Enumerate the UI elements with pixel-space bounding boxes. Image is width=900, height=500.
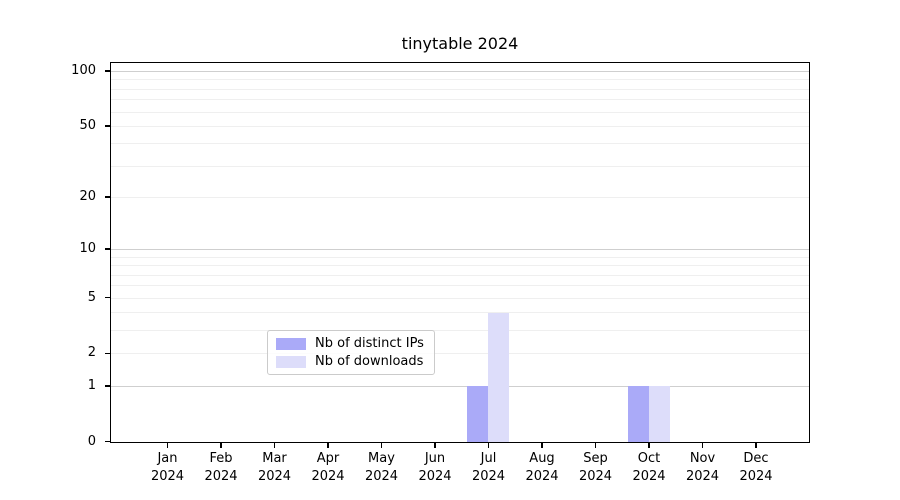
gridline-minor	[111, 297, 809, 299]
gridline-minor	[111, 265, 809, 267]
x-tick-label-oct: Oct 2024	[632, 451, 666, 484]
y-tick-label: 0	[87, 433, 96, 449]
y-tick-label: 2	[87, 345, 96, 361]
y-tick-mark	[105, 385, 110, 387]
legend-swatch-downloads	[276, 355, 306, 368]
x-tick-label-jun: Jun 2024	[418, 451, 452, 484]
y-tick-mark	[105, 248, 110, 250]
x-tick-label-sep: Sep 2024	[578, 451, 613, 484]
x-tick-mark	[541, 443, 543, 448]
gridline-minor	[111, 165, 809, 167]
x-tick-mark	[648, 443, 650, 448]
bar-downloads-jul	[488, 312, 509, 442]
x-tick-label-mar: Mar 2024	[257, 451, 292, 484]
gridline-minor	[111, 111, 809, 113]
y-tick-mark	[105, 196, 110, 198]
legend-label-distinct-ips: Nb of distinct IPs	[315, 336, 424, 351]
gridline-minor	[111, 88, 809, 90]
legend-swatch-distinct-ips	[276, 337, 306, 350]
plot-area	[110, 62, 810, 443]
x-tick-mark	[380, 443, 383, 448]
x-tick-label-dec: Dec 2024	[739, 451, 773, 484]
y-tick-mark	[105, 70, 110, 72]
x-tick-label-apr: Apr 2024	[311, 451, 345, 484]
x-tick-label-jan: Jan 2024	[150, 451, 185, 484]
y-tick-label: 5	[87, 289, 96, 305]
y-tick-label: 20	[79, 189, 96, 205]
legend: Nb of distinct IPs Nb of downloads	[267, 330, 435, 375]
y-tick-mark	[105, 296, 110, 299]
chart-title: tinytable 2024	[401, 34, 519, 53]
gridline-minor	[111, 274, 809, 276]
gridline-minor	[111, 285, 809, 287]
legend-item-downloads: Nb of downloads	[276, 354, 424, 369]
y-tick-mark	[105, 440, 110, 443]
y-tick-label: 100	[71, 63, 96, 79]
gridline-minor	[111, 99, 809, 101]
x-tick-label-may: May 2024	[364, 451, 399, 484]
y-tick-label: 50	[79, 117, 96, 133]
y-tick-mark	[105, 352, 110, 355]
gridline-minor	[111, 330, 809, 332]
x-tick-label-aug: Aug 2024	[525, 451, 559, 484]
gridline-minor	[111, 143, 809, 145]
gridline-minor	[111, 79, 809, 81]
x-tick-mark	[594, 443, 597, 448]
gridline-major	[111, 71, 809, 73]
x-tick-mark	[755, 443, 757, 448]
gridline-minor	[111, 312, 809, 314]
legend-item-distinct-ips: Nb of distinct IPs	[276, 336, 424, 351]
x-tick-mark	[220, 443, 222, 448]
x-tick-label-nov: Nov 2024	[685, 451, 720, 484]
gridline-major	[111, 385, 809, 387]
y-tick-label: 1	[87, 377, 96, 393]
x-tick-mark	[701, 443, 704, 448]
x-tick-mark	[487, 443, 490, 448]
x-tick-mark	[166, 443, 169, 448]
x-tick-label-jul: Jul 2024	[471, 451, 506, 484]
gridline-major	[111, 249, 809, 251]
y-tick-label: 10	[79, 241, 96, 257]
y-tick-mark	[105, 125, 110, 127]
x-tick-mark	[273, 443, 276, 448]
bar-distinct-ips-oct	[627, 386, 649, 442]
bar-downloads-oct	[648, 386, 670, 442]
legend-label-downloads: Nb of downloads	[315, 354, 424, 369]
bar-distinct-ips-jul	[467, 386, 488, 442]
gridline-minor	[111, 256, 809, 258]
x-tick-mark	[327, 443, 329, 448]
x-tick-mark	[434, 443, 436, 448]
gridline-minor	[111, 353, 809, 355]
gridline-minor	[111, 197, 809, 199]
gridline-minor	[111, 125, 809, 127]
x-tick-label-feb: Feb 2024	[204, 451, 238, 484]
